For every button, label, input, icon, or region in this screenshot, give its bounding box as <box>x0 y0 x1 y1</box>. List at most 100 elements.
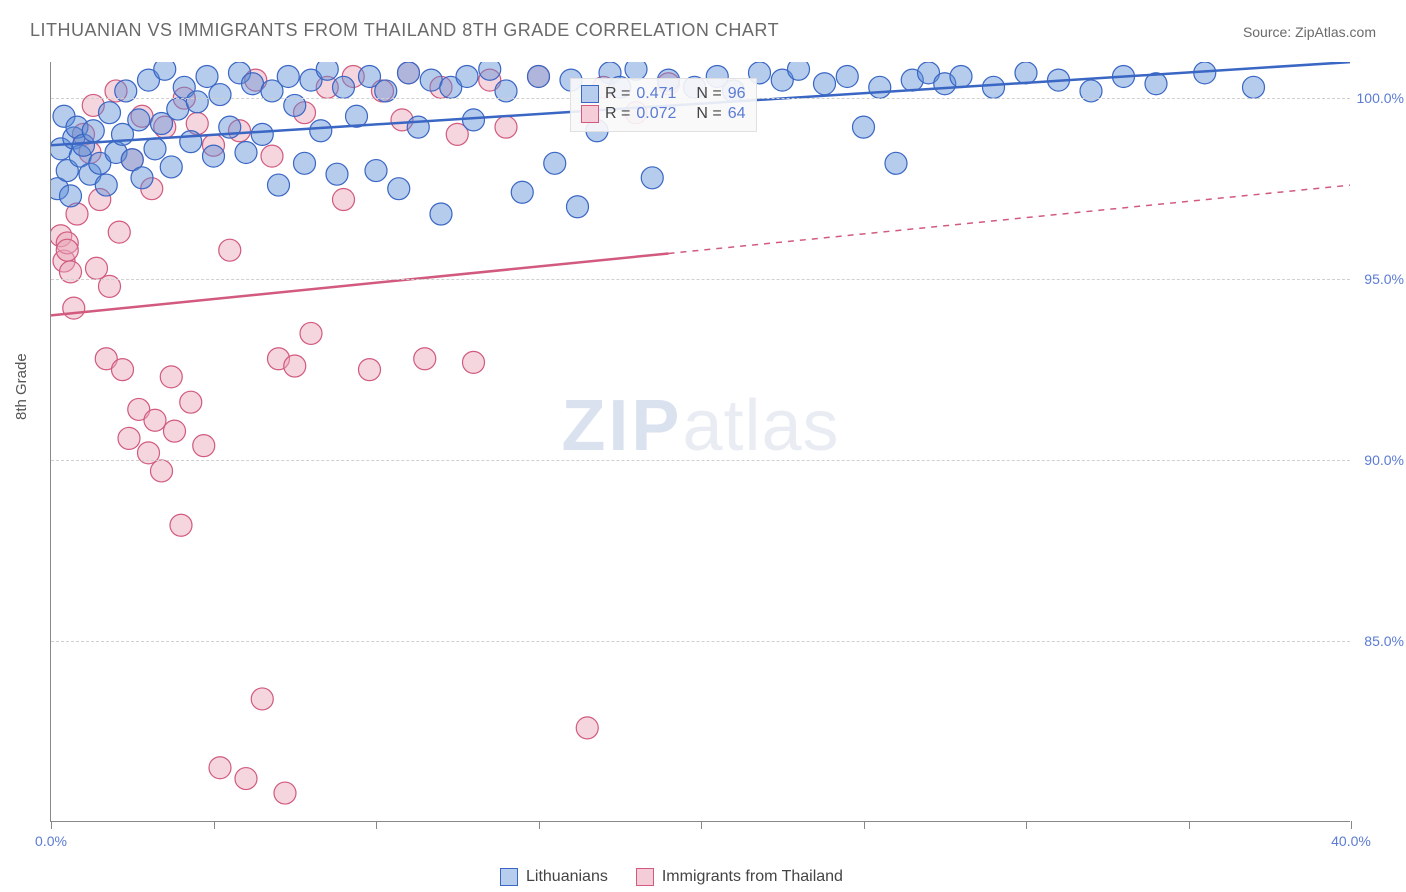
source-name: ZipAtlas.com <box>1295 24 1376 40</box>
scatter-point <box>112 359 134 381</box>
scatter-point <box>203 145 225 167</box>
x-tick <box>214 821 215 829</box>
scatter-point <box>251 123 273 145</box>
scatter-point <box>170 514 192 536</box>
scatter-point <box>219 239 241 261</box>
scatter-point <box>284 355 306 377</box>
y-tick-label: 95.0% <box>1364 271 1404 287</box>
scatter-point <box>294 152 316 174</box>
x-tick <box>1351 821 1352 829</box>
legend-blue-r: 0.471 <box>636 85 676 103</box>
legend-blue-n: 96 <box>728 85 746 103</box>
x-tick <box>51 821 52 829</box>
legend-row-pink: R = 0.072 N = 64 <box>581 105 746 123</box>
scatter-point <box>463 351 485 373</box>
plot-svg <box>51 62 1350 821</box>
legend-n-label2: N = <box>696 105 721 123</box>
scatter-point <box>310 120 332 142</box>
legend-correlation: R = 0.471 N = 96 R = 0.072 N = 64 <box>570 78 757 132</box>
y-tick-label: 100.0% <box>1357 90 1404 106</box>
scatter-point <box>99 102 121 124</box>
scatter-point <box>242 73 264 95</box>
regression-line-dashed <box>669 185 1351 253</box>
scatter-point <box>235 141 257 163</box>
regression-line <box>51 253 669 315</box>
scatter-point <box>544 152 566 174</box>
scatter-point <box>398 62 420 84</box>
scatter-point <box>180 131 202 153</box>
scatter-point <box>167 98 189 120</box>
scatter-point <box>193 435 215 457</box>
scatter-point <box>300 322 322 344</box>
scatter-point <box>160 366 182 388</box>
legend-n-label: N = <box>696 85 721 103</box>
scatter-point <box>950 65 972 87</box>
scatter-point <box>641 167 663 189</box>
legend-pink-n: 64 <box>728 105 746 123</box>
y-tick-label: 90.0% <box>1364 452 1404 468</box>
scatter-point <box>388 178 410 200</box>
scatter-point <box>164 420 186 442</box>
scatter-point <box>414 348 436 370</box>
x-tick <box>1189 821 1190 829</box>
y-tick-label: 85.0% <box>1364 633 1404 649</box>
scatter-point <box>186 91 208 113</box>
legend-swatch-blue-2 <box>500 868 518 886</box>
scatter-point <box>326 163 348 185</box>
scatter-point <box>333 189 355 211</box>
source: Source: ZipAtlas.com <box>1243 24 1376 40</box>
scatter-point <box>56 239 78 261</box>
x-tick <box>539 821 540 829</box>
plot-area: ZIPatlas 85.0%90.0%95.0%100.0%0.0%40.0% <box>50 62 1350 822</box>
scatter-point <box>180 391 202 413</box>
scatter-point <box>196 65 218 87</box>
scatter-point <box>261 145 283 167</box>
gridline <box>51 279 1350 280</box>
scatter-point <box>235 768 257 790</box>
legend-r-label: R = <box>605 85 630 103</box>
scatter-point <box>333 76 355 98</box>
scatter-point <box>144 409 166 431</box>
legend-label-pink: Immigrants from Thailand <box>662 868 843 886</box>
scatter-point <box>567 196 589 218</box>
legend-swatch-blue <box>581 85 599 103</box>
scatter-point <box>365 160 387 182</box>
scatter-point <box>407 116 429 138</box>
scatter-point <box>209 757 231 779</box>
gridline <box>51 460 1350 461</box>
scatter-point <box>788 62 810 80</box>
scatter-point <box>420 69 442 91</box>
x-tick <box>376 821 377 829</box>
legend-swatch-pink <box>581 105 599 123</box>
scatter-point <box>495 116 517 138</box>
scatter-point <box>456 65 478 87</box>
legend-swatch-pink-2 <box>636 868 654 886</box>
scatter-point <box>316 62 338 80</box>
scatter-point <box>95 174 117 196</box>
scatter-point <box>131 167 153 189</box>
scatter-point <box>983 76 1005 98</box>
scatter-point <box>251 688 273 710</box>
x-tick-label: 0.0% <box>35 833 67 849</box>
legend-row-blue: R = 0.471 N = 96 <box>581 85 746 103</box>
scatter-point <box>1015 62 1037 84</box>
legend-series: Lithuanians Immigrants from Thailand <box>500 868 843 886</box>
scatter-point <box>528 65 550 87</box>
legend-r-label2: R = <box>605 105 630 123</box>
scatter-point <box>576 717 598 739</box>
scatter-point <box>118 427 140 449</box>
scatter-point <box>479 62 501 80</box>
gridline <box>51 641 1350 642</box>
legend-pink-r: 0.072 <box>636 105 676 123</box>
scatter-point <box>268 174 290 196</box>
scatter-point <box>209 84 231 106</box>
scatter-point <box>144 138 166 160</box>
scatter-point <box>160 156 182 178</box>
scatter-point <box>128 109 150 131</box>
scatter-point <box>154 62 176 80</box>
scatter-point <box>869 76 891 98</box>
scatter-point <box>430 203 452 225</box>
chart-title: LITHUANIAN VS IMMIGRANTS FROM THAILAND 8… <box>30 20 779 41</box>
scatter-point <box>60 185 82 207</box>
scatter-point <box>814 73 836 95</box>
